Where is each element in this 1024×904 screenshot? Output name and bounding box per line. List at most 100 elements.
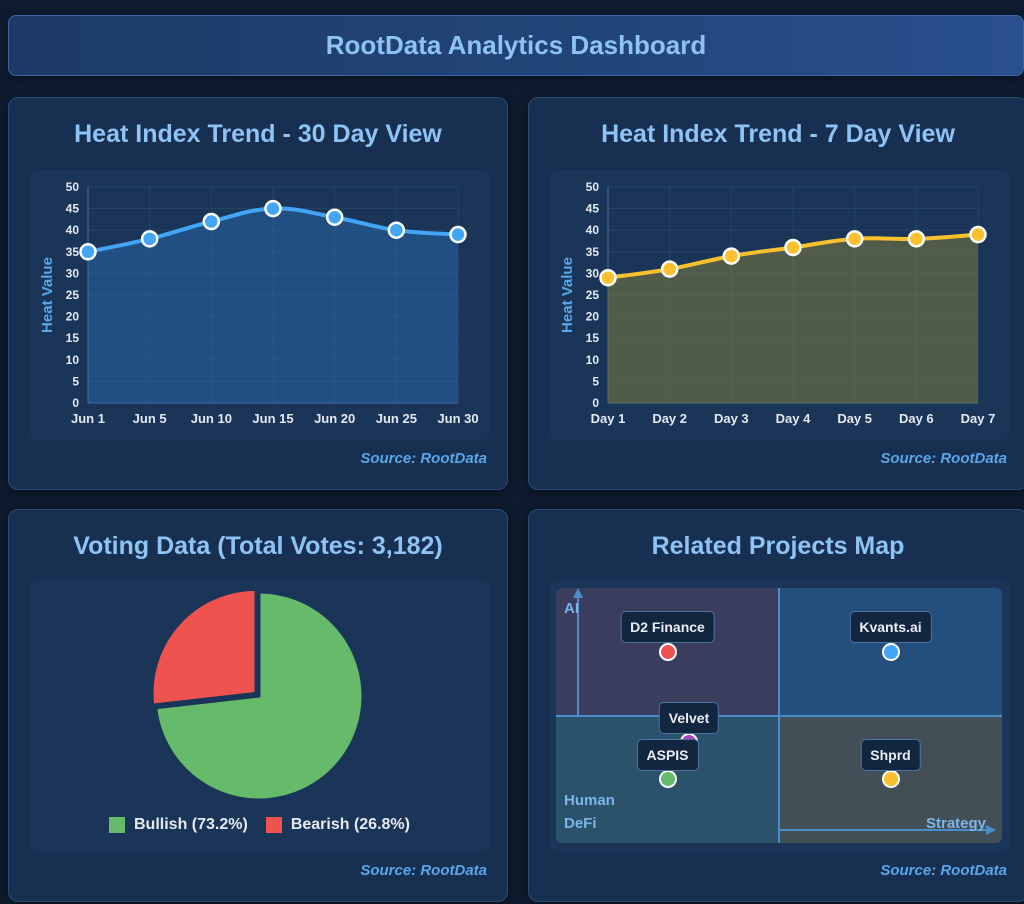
x-tick-label: Jun 15: [252, 411, 293, 426]
trend-30-title: Heat Index Trend - 30 Day View: [74, 120, 442, 148]
y-tick-label: 0: [72, 396, 79, 410]
axis-label-human: Human: [564, 792, 615, 809]
x-tick-label: Day 1: [591, 411, 626, 426]
trend-7-point: [722, 247, 741, 265]
x-tick-label: Day 4: [776, 411, 811, 426]
dashboard-title: RootData Analytics Dashboard: [325, 30, 707, 60]
map-point-label: D2 Finance: [620, 611, 715, 643]
map-point-label: ASPIS: [636, 739, 699, 771]
x-tick-label: Day 2: [652, 411, 687, 426]
trend-30-point: [449, 225, 467, 244]
trend-30-point: [202, 212, 221, 231]
trend-7-area-fill: [608, 234, 978, 403]
axis-label-ai: AI: [564, 600, 579, 617]
axis-label-strategy: Strategy: [926, 815, 987, 832]
y-tick-label: 50: [66, 180, 80, 194]
x-tick-label: Day 6: [899, 411, 934, 426]
y-axis-label: Heat Value: [559, 257, 576, 333]
x-tick-label: Jun 20: [314, 411, 355, 426]
x-tick-label: Jun 25: [376, 411, 417, 426]
x-tick-label: Day 5: [837, 411, 872, 426]
y-tick-label: 45: [66, 202, 80, 216]
legend-swatch-bullish: [109, 817, 125, 833]
trend-7-title: Heat Index Trend - 7 Day View: [601, 120, 955, 148]
pie-slice-bullish: [154, 590, 365, 802]
trend-7-point: [784, 238, 802, 257]
y-axis-label: Heat Value: [39, 257, 56, 333]
map-point-label: Shprd: [860, 739, 921, 771]
trend-7-card: Heat Index Trend - 7 Day View 0 5 10 15 20 25…: [528, 97, 1024, 490]
y-tick-label: 0: [592, 396, 599, 410]
legend-label-bullish: Bullish (73.2%): [134, 816, 248, 833]
pie-slice-bearish: [150, 587, 258, 707]
legend-item-bullish: Bullish (73.2%): [109, 816, 248, 834]
y-tick-label: 20: [586, 310, 600, 324]
x-tick-label: Jun 5: [133, 411, 167, 426]
trend-7-point: [845, 230, 864, 248]
y-tick-label: 45: [586, 202, 600, 216]
map-point-label: Kvants.ai: [849, 611, 932, 643]
y-tick-label: 35: [586, 245, 600, 259]
x-tick-label: Day 3: [714, 411, 749, 426]
y-tick-label: 5: [592, 374, 599, 388]
legend-swatch-bearish: [265, 817, 282, 833]
map-point-label: Velvet: [658, 702, 720, 734]
trend-7-plot: 0 5 10 15 20 25 30 35 40 45 50 Day 1 Day 2 Day 3 Day 4…: [549, 170, 1010, 440]
trend-30-point: [79, 243, 97, 261]
voting-card: Voting Data (Total Votes: 3,182) Bullish…: [8, 509, 508, 902]
map-point-shprd: [881, 770, 900, 788]
trend-7-point: [969, 225, 987, 244]
ai-axis-arrowhead: [573, 588, 583, 598]
voting-legend: Bullish (73.2%) Bearish (26.8%): [29, 816, 490, 834]
x-tick-label: Jun 10: [191, 411, 232, 426]
trend-7-point: [907, 230, 926, 248]
map-source: Source: RootData: [880, 862, 1007, 879]
trend-30-point: [325, 208, 344, 226]
trend-30-point: [387, 221, 406, 239]
voting-pie-chart: [150, 587, 365, 802]
y-tick-label: 35: [66, 245, 80, 259]
trend-30-chart: 0 5 10 15 20 25 30 35 40 45 50 Jun 1 Jun 5 Jun 10 Jun …: [39, 180, 479, 426]
x-tick-label: Jun 1: [71, 411, 105, 426]
trend-7-source: Source: RootData: [880, 450, 1007, 467]
y-tick-label: 50: [586, 180, 600, 194]
trend-30-card: Heat Index Trend - 30 Day View 0 5 10 15 20 2…: [8, 97, 508, 490]
trend-7-point: [599, 268, 617, 287]
projects-map: AI Human DeFi Strategy D2 Finance Kvants.…: [556, 588, 1002, 843]
x-tick-label: Day 7: [961, 411, 996, 426]
trend-30-area-fill: [88, 208, 458, 403]
trend-7-chart: 0 5 10 15 20 25 30 35 40 45 50 Day 1 Day 2 Day 3 Day 4…: [559, 180, 996, 426]
legend-item-bearish: Bearish (26.8%): [265, 816, 410, 834]
y-tick-label: 40: [586, 223, 600, 237]
map-point-aspis: [658, 770, 677, 788]
trend-7-point: [660, 260, 679, 278]
y-tick-label: 40: [66, 223, 80, 237]
legend-label-bearish: Bearish (26.8%): [290, 816, 410, 833]
map-axes: [573, 588, 996, 835]
y-tick-label: 30: [586, 266, 600, 280]
map-title: Related Projects Map: [651, 532, 905, 560]
y-tick-label: 30: [66, 266, 80, 280]
map-point-d2-finance: [658, 643, 677, 661]
map-point-kvants-ai: [881, 643, 900, 661]
trend-30-point: [140, 230, 159, 248]
voting-source: Source: RootData: [360, 862, 487, 879]
trend-30-point: [264, 199, 282, 218]
map-plot: AI Human DeFi Strategy D2 Finance Kvants.…: [549, 580, 1010, 852]
dashboard-header: RootData Analytics Dashboard: [8, 15, 1024, 76]
map-card: Related Projects Map AI Human DeFi Strat…: [528, 509, 1024, 902]
y-tick-label: 15: [586, 331, 600, 345]
voting-plot: Bullish (73.2%) Bearish (26.8%): [29, 580, 490, 852]
strategy-axis-arrowhead: [986, 825, 996, 835]
y-tick-label: 25: [66, 288, 80, 302]
y-tick-label: 10: [586, 353, 600, 367]
trend-30-source: Source: RootData: [360, 450, 487, 467]
trend-30-plot: 0 5 10 15 20 25 30 35 40 45 50 Jun 1 Jun 5 Jun 10 Jun …: [29, 170, 490, 440]
x-tick-label: Jun 30: [437, 411, 478, 426]
y-tick-label: 25: [586, 288, 600, 302]
map-divider-horizontal: [556, 715, 1002, 717]
y-tick-label: 5: [72, 374, 79, 388]
axis-label-defi: DeFi: [564, 815, 597, 832]
y-tick-label: 20: [66, 310, 80, 324]
y-tick-label: 10: [66, 353, 80, 367]
